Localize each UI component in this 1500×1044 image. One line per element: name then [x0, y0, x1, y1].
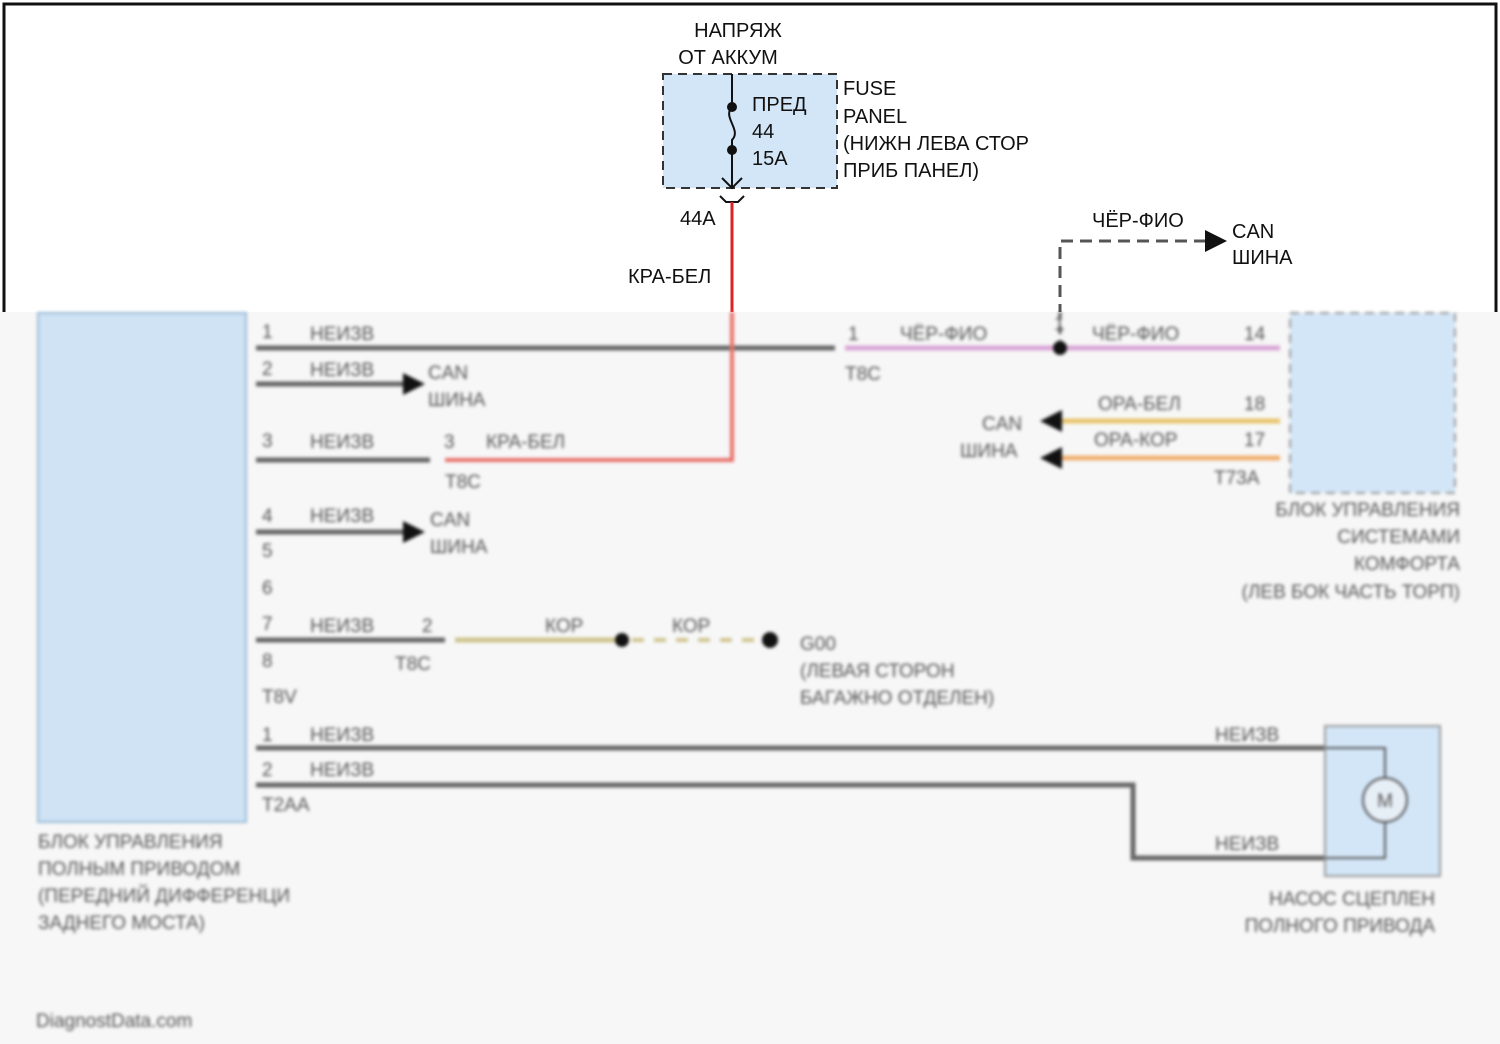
motor-symbol: M [1377, 791, 1393, 812]
wire-label: НЕИЗВ [310, 360, 374, 381]
pin-number: 2 [262, 760, 273, 781]
can-bus-label: CAN [982, 414, 1022, 435]
pin-number: 1 [1054, 314, 1065, 335]
comfort-control-module [1289, 312, 1456, 494]
wire-label: КОР [672, 616, 710, 637]
fuse-section: НАПРЯЖ ОТ АККУМ ПРЕД 44 15A FUSE PANEL (… [628, 20, 1293, 316]
arrow-right-icon [403, 521, 425, 543]
watermark: DiagnostData.com [36, 1011, 192, 1032]
wire-label: НЕИЗВ [310, 616, 374, 637]
wire-label: ЧЁР-ФИО [900, 324, 987, 345]
arrow-left-icon [1040, 447, 1062, 469]
ground-icon [762, 632, 778, 648]
wire-pump-2 [256, 782, 1325, 861]
fuse-icon [728, 106, 736, 150]
wire-label: КРА-БЕЛ [486, 432, 565, 453]
pin-number: 3 [444, 432, 455, 453]
fuse-rating: 15A [752, 148, 788, 170]
frame-border [2, 2, 1498, 312]
wire-label: ЧЁР-ФИО [1092, 324, 1179, 345]
pin-number: 2 [262, 359, 273, 380]
pin-number: 17 [1244, 430, 1265, 451]
pin-number: 6 [262, 578, 273, 599]
motor-icon [1362, 777, 1408, 823]
can-bus-label: ШИНА [1232, 247, 1293, 269]
awd-module-label: БЛОК УПРАВЛЕНИЯ [38, 832, 223, 853]
can-bus-label: ШИНА [430, 537, 488, 558]
wire-label: НЕИЗВ [1215, 725, 1279, 746]
wire-label: НЕИЗВ [1215, 834, 1279, 855]
wire-label: КОР [545, 616, 583, 637]
pump-label: НАСОС СЦЕПЛЕН [1269, 889, 1435, 910]
wire-label: НЕИЗВ [310, 324, 374, 345]
red-wire [445, 312, 734, 462]
can-bus-label: CAN [430, 510, 470, 531]
fuse-panel-label: (НИЖН ЛЕВА СТОР [843, 133, 1029, 155]
pin-number: 8 [262, 651, 273, 672]
pump-label: ПОЛНОГО ПРИВОДА [1245, 916, 1436, 937]
fuse-panel-box [662, 73, 838, 189]
fuse-panel-label: ПРИБ ПАНЕЛ) [843, 160, 979, 182]
comfort-module-label: (ЛЕВ БОК ЧАСТЬ ТОРП) [1242, 582, 1460, 603]
wire-label: НЕИЗВ [310, 432, 374, 453]
fuse-pin-label: 44A [680, 208, 716, 230]
ground-label: БАГАЖНО ОТДЕЛЕН) [800, 688, 994, 709]
can-bus-label: CAN [428, 363, 468, 384]
comfort-module-label: БЛОК УПРАВЛЕНИЯ [1275, 500, 1460, 521]
red-wire-label: КРА-БЕЛ [628, 266, 711, 288]
awd-module-label: ЗАДНЕГО МОСТА) [38, 913, 205, 934]
pin-number: 1 [262, 725, 273, 746]
connector-label: T2AA [262, 795, 310, 816]
connector-icon [721, 177, 743, 190]
pin-number: 2 [422, 616, 433, 637]
wire-label: НЕИЗВ [310, 506, 374, 527]
ground-label: (ЛЕВАЯ СТОРОН [800, 661, 955, 682]
pin-number: 5 [262, 541, 273, 562]
fuse-panel-label: FUSE [843, 78, 896, 100]
can-bus-label: ШИНА [960, 441, 1018, 462]
arrow-right-icon [1205, 230, 1227, 252]
awd-module-label: ПОЛНЫМ ПРИВОДОМ [38, 859, 240, 880]
arrow-left-icon [1040, 410, 1062, 432]
pin-number: 1 [262, 322, 273, 343]
connector-label: T8C [445, 472, 481, 493]
can-branch-wire-label: ЧЁР-ФИО [1092, 210, 1184, 232]
can-bus-label: ШИНА [428, 390, 486, 411]
connector-label: T73A [1214, 468, 1260, 489]
wire-label: ОРА-БЕЛ [1098, 394, 1181, 415]
can-bus-label: CAN [1232, 221, 1274, 243]
source-label-line1: НАПРЯЖ [694, 20, 782, 42]
comfort-module-label: СИСТЕМАМИ [1337, 527, 1460, 548]
connector-label: T8C [395, 654, 431, 675]
splice-dot [1053, 341, 1067, 355]
splice-dot [615, 633, 629, 647]
wire-label: ОРА-КОР [1094, 430, 1178, 451]
connector-label: T8C [845, 364, 881, 385]
pin-number: 18 [1244, 394, 1265, 415]
pin-number: 3 [262, 431, 273, 452]
arrow-right-icon [403, 373, 425, 395]
pin-number: 7 [262, 614, 273, 635]
fuse-name: ПРЕД [752, 94, 807, 116]
blurred-section: БЛОК УПРАВЛЕНИЯ ПОЛНЫМ ПРИВОДОМ (ПЕРЕДНИ… [36, 312, 1460, 1032]
pin-number: 14 [1244, 324, 1266, 345]
connector-label: T8V [262, 687, 297, 708]
pin-number: 1 [848, 324, 859, 345]
pin-number: 4 [262, 506, 273, 527]
fuse-panel-label: PANEL [843, 106, 907, 128]
source-label-line2: ОТ АККУМ [678, 47, 778, 69]
ground-label: G00 [800, 634, 836, 655]
can-branch-wire [1058, 239, 1205, 316]
wire-label: НЕИЗВ [310, 760, 374, 781]
comfort-module-label: КОМФОРТА [1354, 554, 1460, 575]
wire-label: НЕИЗВ [310, 725, 374, 746]
fuse-number: 44 [752, 121, 774, 143]
awd-module-label: (ПЕРЕДНИЙ ДИФФЕРЕНЦИ [38, 885, 290, 907]
awd-control-module [37, 312, 247, 823]
